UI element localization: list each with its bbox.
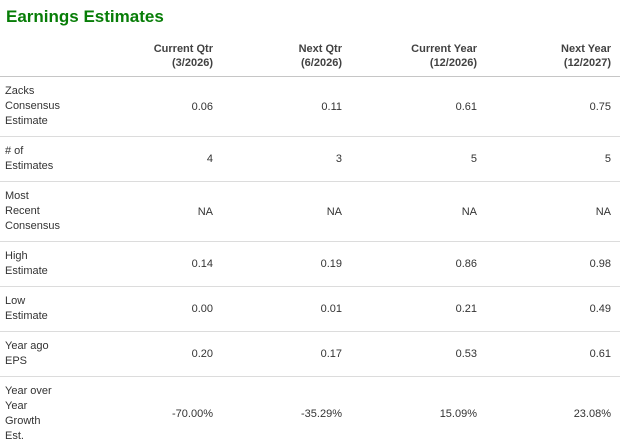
- header-empty-cell: [0, 42, 70, 77]
- header-current-qtr: Current Qtr (3/2026): [70, 42, 222, 77]
- column-label: Next Year: [561, 43, 611, 55]
- cell-value: 0.01: [320, 303, 342, 315]
- row-label: Most Recent Consensus: [5, 190, 61, 232]
- table-row-year-ago-eps: Year ago EPS 0.20 0.17 0.53 0.61: [0, 332, 620, 377]
- row-label: Year ago EPS: [5, 340, 49, 367]
- table-row-high-estimate: High Estimate 0.14 0.19 0.86 0.98: [0, 242, 620, 287]
- column-label: Current Qtr: [153, 43, 213, 55]
- cell-value: NA: [197, 205, 213, 218]
- cell-value: -35.29%: [301, 408, 342, 420]
- cell-value: -70.00%: [172, 408, 213, 420]
- page-title: Earnings Estimates: [6, 7, 164, 26]
- cell-value: NA: [326, 205, 342, 218]
- table-row-low-estimate: Low Estimate 0.00 0.01 0.21 0.49: [0, 287, 620, 332]
- cell-value: 0.19: [320, 258, 342, 270]
- table-row-number-of-estimates: # of Estimates 4 3 5 5: [0, 137, 620, 182]
- cell-value: 0.17: [320, 348, 342, 360]
- cell-value: 0.75: [589, 100, 611, 113]
- cell-value: 0.11: [321, 100, 342, 113]
- cell-value: 0.20: [191, 348, 213, 360]
- row-label: # of Estimates: [5, 145, 54, 172]
- cell-value: 0.14: [191, 258, 213, 270]
- table-row-zacks-consensus-estimate: Zacks Consensus Estimate 0.06 0.11 0.61 …: [0, 77, 620, 137]
- table-header-row: Current Qtr (3/2026) Next Qtr (6/2026) C…: [0, 42, 620, 77]
- cell-value: 0.53: [455, 348, 477, 360]
- column-period: (12/2027): [563, 57, 611, 69]
- column-period: (6/2026): [301, 57, 342, 69]
- cell-value: 0.06: [191, 100, 213, 113]
- column-period: (3/2026): [172, 57, 213, 69]
- cell-value: 23.08%: [573, 408, 611, 420]
- table-row-most-recent-consensus: Most Recent Consensus NA NA NA NA: [0, 182, 620, 242]
- earnings-estimates-table: Current Qtr (3/2026) Next Qtr (6/2026) C…: [0, 42, 620, 447]
- cell-value: NA: [461, 205, 477, 218]
- cell-value: 0.00: [191, 303, 213, 315]
- row-label: Low Estimate: [5, 295, 48, 322]
- column-period: (12/2026): [429, 57, 477, 69]
- cell-value: 0.61: [455, 100, 477, 113]
- cell-value: 5: [470, 153, 477, 165]
- cell-value: NA: [595, 205, 611, 218]
- cell-value: 5: [604, 153, 611, 165]
- cell-value: 0.98: [589, 258, 611, 270]
- cell-value: 0.21: [455, 303, 477, 315]
- header-next-year: Next Year (12/2027): [486, 42, 620, 77]
- column-label: Current Year: [411, 43, 477, 55]
- cell-value: 3: [335, 153, 342, 165]
- row-label: Zacks Consensus Estimate: [5, 85, 61, 127]
- row-label: High Estimate: [5, 250, 48, 277]
- cell-value: 0.49: [589, 303, 611, 315]
- table-row-year-over-year-growth-est: Year over Year Growth Est. -70.00% -35.2…: [0, 377, 620, 447]
- header-next-qtr: Next Qtr (6/2026): [222, 42, 351, 77]
- cell-value: 15.09%: [439, 408, 477, 420]
- cell-value: 0.61: [589, 348, 611, 360]
- cell-value: 0.86: [455, 258, 477, 270]
- cell-value: 4: [206, 153, 213, 165]
- header-current-year: Current Year (12/2026): [351, 42, 486, 77]
- row-label: Year over Year Growth Est.: [5, 385, 52, 442]
- column-label: Next Qtr: [298, 43, 342, 55]
